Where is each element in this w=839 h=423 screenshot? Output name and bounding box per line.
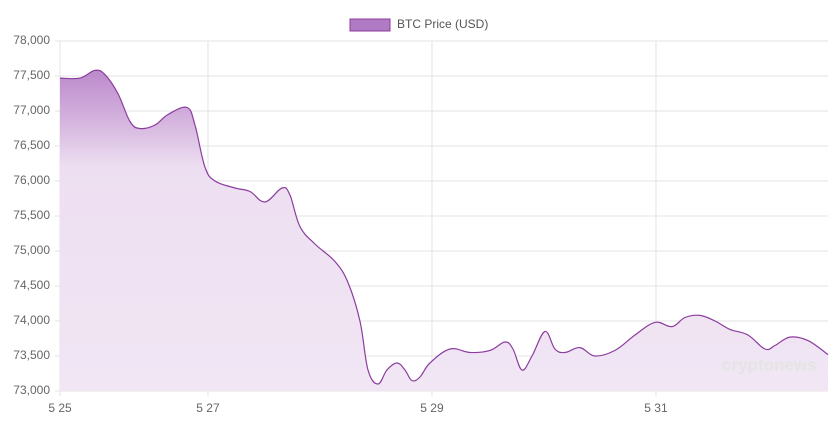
plot [59, 69, 829, 392]
y-tick-label: 77,500 [13, 68, 50, 82]
y-tick-label: 73,500 [13, 348, 50, 362]
x-tick-label: 5 31 [644, 401, 668, 415]
y-tick-label: 73,000 [13, 383, 50, 397]
y-tick-label: 78,000 [13, 33, 50, 47]
x-tick-label: 5 29 [420, 401, 444, 415]
y-tick-label: 75,500 [13, 208, 50, 222]
labels: 73,000 73,500 74,000 74,500 75,000 75,500 76,0… [13, 17, 668, 415]
watermark: cryptonews [722, 355, 816, 374]
legend-swatch [349, 18, 391, 32]
x-tick-label: 5 25 [48, 401, 72, 415]
y-tick-label: 77,000 [13, 103, 50, 117]
y-tick-label: 74,000 [13, 313, 50, 327]
y-tick-label: 76,000 [13, 173, 50, 187]
area-fill [60, 70, 828, 392]
y-tick-label: 74,500 [13, 278, 50, 292]
y-tick-label: 75,000 [13, 243, 50, 257]
price-line [59, 69, 829, 385]
x-tick-label: 5 27 [196, 401, 220, 415]
legend-label: BTC Price (USD) [397, 17, 488, 31]
y-tick-label: 76,500 [13, 138, 50, 152]
